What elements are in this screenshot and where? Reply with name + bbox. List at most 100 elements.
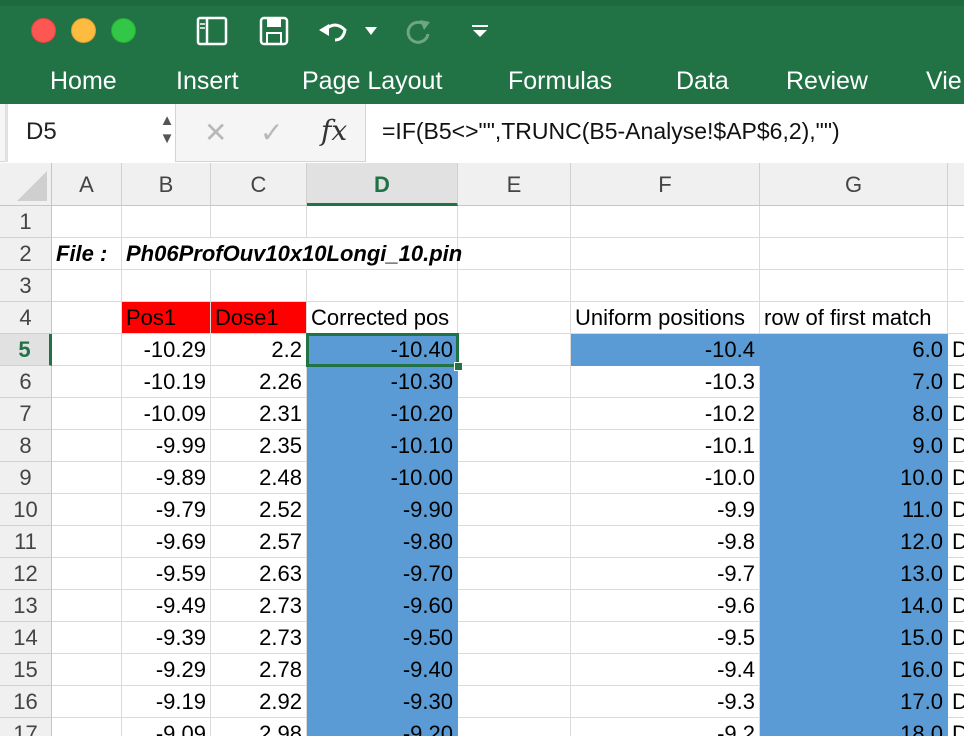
cell-a10[interactable] — [52, 494, 122, 526]
undo-dropdown-icon[interactable] — [362, 14, 380, 48]
cell-g7[interactable]: 8.0 — [760, 398, 948, 430]
cell-e15[interactable] — [458, 654, 571, 686]
cell-a8[interactable] — [52, 430, 122, 462]
cell-h12[interactable]: D — [948, 558, 964, 590]
cell-e10[interactable] — [458, 494, 571, 526]
cell-b7[interactable]: -10.09 — [122, 398, 211, 430]
cell-c2[interactable] — [211, 238, 307, 270]
sidebar-toggle-icon[interactable] — [194, 14, 230, 48]
cell-e11[interactable] — [458, 526, 571, 558]
row-header-12[interactable]: 12 — [0, 558, 52, 590]
cell-f7[interactable]: -10.2 — [571, 398, 760, 430]
cell-d16[interactable]: -9.30 — [307, 686, 458, 718]
cell-h15[interactable]: D — [948, 654, 964, 686]
cell-h11[interactable]: D — [948, 526, 964, 558]
cell-b10[interactable]: -9.79 — [122, 494, 211, 526]
cell-h10[interactable]: D — [948, 494, 964, 526]
cell-c16[interactable]: 2.92 — [211, 686, 307, 718]
row-header-4[interactable]: 4 — [0, 302, 52, 334]
cell-f6[interactable]: -10.3 — [571, 366, 760, 398]
cell-h9[interactable]: D — [948, 462, 964, 494]
tab-home[interactable]: Home — [50, 67, 117, 95]
cell-e8[interactable] — [458, 430, 571, 462]
cell-f16[interactable]: -9.3 — [571, 686, 760, 718]
row-header-16[interactable]: 16 — [0, 686, 52, 718]
cell-h16[interactable]: D — [948, 686, 964, 718]
cell-a11[interactable] — [52, 526, 122, 558]
tab-formulas[interactable]: Formulas — [508, 67, 613, 95]
row-header-3[interactable]: 3 — [0, 270, 52, 302]
cell-a6[interactable] — [52, 366, 122, 398]
row-header-9[interactable]: 9 — [0, 462, 52, 494]
cell-h17[interactable]: D — [948, 718, 964, 736]
cell-a9[interactable] — [52, 462, 122, 494]
cell-h6[interactable]: D — [948, 366, 964, 398]
cell-c11[interactable]: 2.57 — [211, 526, 307, 558]
cell-c1[interactable] — [211, 206, 307, 238]
window-maximize-button[interactable] — [111, 18, 136, 43]
cell-e6[interactable] — [458, 366, 571, 398]
cell-g9[interactable]: 10.0 — [760, 462, 948, 494]
cell-b4[interactable]: Pos1 — [122, 302, 211, 334]
cell-g6[interactable]: 7.0 — [760, 366, 948, 398]
cell-h3[interactable] — [948, 270, 964, 302]
cell-h1[interactable] — [948, 206, 964, 238]
select-all-button[interactable] — [0, 163, 52, 206]
cell-b2[interactable]: Ph06ProfOuv10x10Longi_10.pin — [122, 238, 462, 270]
cell-c14[interactable]: 2.73 — [211, 622, 307, 654]
cell-e12[interactable] — [458, 558, 571, 590]
cell-d17[interactable]: -9.20 — [307, 718, 458, 736]
cell-h2[interactable] — [948, 238, 964, 270]
cell-g12[interactable]: 13.0 — [760, 558, 948, 590]
cell-b5[interactable]: -10.29 — [122, 334, 211, 366]
cancel-icon[interactable]: ✕ — [204, 117, 228, 148]
cell-g11[interactable]: 12.0 — [760, 526, 948, 558]
row-header-13[interactable]: 13 — [0, 590, 52, 622]
save-icon[interactable] — [256, 14, 292, 48]
cell-g5[interactable]: 6.0 — [760, 334, 948, 366]
insert-function-icon[interactable]: fx — [321, 114, 348, 147]
cell-h5[interactable]: D — [948, 334, 964, 366]
cell-b1[interactable] — [122, 206, 211, 238]
row-header-11[interactable]: 11 — [0, 526, 52, 558]
cell-a5[interactable] — [52, 334, 122, 366]
row-header-7[interactable]: 7 — [0, 398, 52, 430]
cell-h4[interactable] — [948, 302, 964, 334]
cell-b11[interactable]: -9.69 — [122, 526, 211, 558]
row-header-14[interactable]: 14 — [0, 622, 52, 654]
cell-g1[interactable] — [760, 206, 948, 238]
cell-d2[interactable] — [307, 238, 458, 270]
cell-c8[interactable]: 2.35 — [211, 430, 307, 462]
cell-a7[interactable] — [52, 398, 122, 430]
cell-e13[interactable] — [458, 590, 571, 622]
cell-e16[interactable] — [458, 686, 571, 718]
cell-b16[interactable]: -9.19 — [122, 686, 211, 718]
cell-f11[interactable]: -9.8 — [571, 526, 760, 558]
undo-icon[interactable] — [316, 14, 352, 48]
cell-a4[interactable] — [52, 302, 122, 334]
cell-d4[interactable]: Corrected pos — [307, 302, 458, 334]
row-header-15[interactable]: 15 — [0, 654, 52, 686]
cell-b14[interactable]: -9.39 — [122, 622, 211, 654]
window-close-button[interactable] — [31, 18, 56, 43]
cell-c6[interactable]: 2.26 — [211, 366, 307, 398]
tab-data[interactable]: Data — [676, 67, 729, 95]
window-minimize-button[interactable] — [71, 18, 96, 43]
cell-c3[interactable] — [211, 270, 307, 302]
cell-b8[interactable]: -9.99 — [122, 430, 211, 462]
name-box-stepper-icon[interactable]: ▲ ▼ — [159, 112, 175, 147]
cell-f17[interactable]: -9.2 — [571, 718, 760, 736]
cell-g15[interactable]: 16.0 — [760, 654, 948, 686]
cell-e2[interactable] — [458, 238, 571, 270]
cell-h13[interactable]: D — [948, 590, 964, 622]
name-box[interactable]: D5 ▲ ▼ — [8, 104, 176, 162]
cell-c7[interactable]: 2.31 — [211, 398, 307, 430]
cell-g3[interactable] — [760, 270, 948, 302]
cell-g8[interactable]: 9.0 — [760, 430, 948, 462]
cell-f14[interactable]: -9.5 — [571, 622, 760, 654]
cell-f2[interactable] — [571, 238, 760, 270]
cell-f5[interactable]: -10.4 — [571, 334, 760, 366]
cell-f13[interactable]: -9.6 — [571, 590, 760, 622]
tab-page-layout[interactable]: Page Layout — [302, 67, 443, 95]
